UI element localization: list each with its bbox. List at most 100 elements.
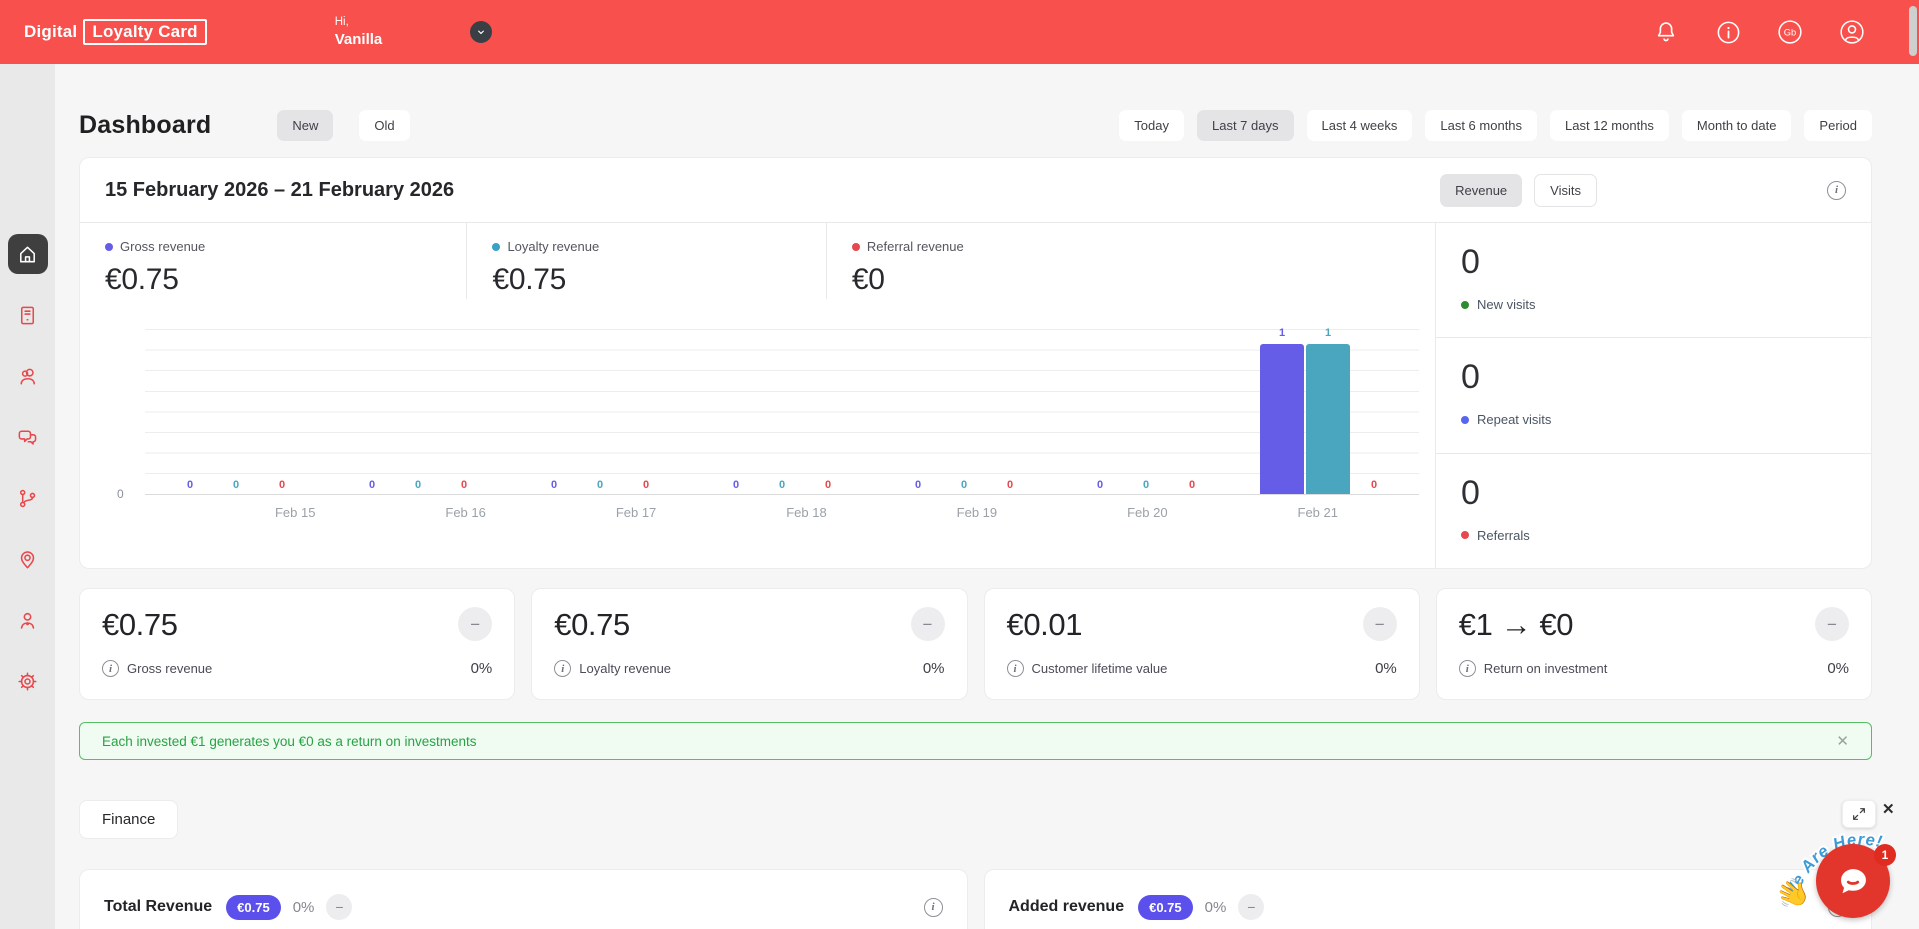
chat-close-icon[interactable]: ✕ bbox=[1882, 801, 1895, 818]
legend-value: €0.75 bbox=[492, 263, 567, 296]
sidebar-item-customers[interactable] bbox=[8, 356, 48, 396]
stat-dot-icon bbox=[1461, 415, 1469, 424]
legend-item: Gross revenue €0.75 bbox=[80, 223, 466, 299]
visit-stat-value: 0 bbox=[1461, 473, 1480, 512]
kpi-label: Return on investment bbox=[1483, 661, 1608, 676]
zero-value-label: 0 bbox=[778, 479, 786, 491]
zero-value-label: 0 bbox=[914, 479, 922, 491]
tab-finance[interactable]: Finance bbox=[79, 800, 179, 839]
period-period[interactable]: Period bbox=[1804, 109, 1872, 141]
language-gb-icon: Gb bbox=[1778, 20, 1802, 44]
sidebar-item-settings[interactable] bbox=[8, 661, 48, 701]
kpi-label: Customer lifetime value bbox=[1031, 661, 1168, 676]
kpi-info-icon[interactable] bbox=[102, 660, 119, 677]
bar-value-label: 1 bbox=[1324, 327, 1332, 339]
legend-dot-icon bbox=[105, 242, 113, 251]
chevron-down-icon bbox=[478, 30, 485, 35]
kpi-card: €0.75 Gross revenue 0% bbox=[79, 588, 516, 700]
x-axis-tick: Feb 19 bbox=[956, 505, 998, 520]
x-axis-tick: Feb 20 bbox=[1127, 505, 1168, 520]
view-toggle-new[interactable]: New bbox=[277, 109, 334, 141]
collapse-button[interactable] bbox=[1362, 607, 1397, 641]
zero-value-label: 0 bbox=[732, 479, 740, 491]
feedback-icon bbox=[18, 430, 37, 445]
kpi-info-icon[interactable] bbox=[1458, 660, 1476, 677]
chart-day-column: 0 0 0 bbox=[1055, 329, 1237, 494]
collapse-button[interactable] bbox=[910, 607, 945, 641]
collapse-button[interactable] bbox=[326, 894, 353, 920]
chart-info-icon[interactable] bbox=[1827, 180, 1846, 200]
zero-value-label: 0 bbox=[550, 479, 558, 491]
kpi-value: €1 → €0 bbox=[1458, 607, 1574, 642]
help-button[interactable] bbox=[1713, 17, 1743, 47]
chart-mode-revenue[interactable]: Revenue bbox=[1440, 173, 1523, 207]
kpi-value: €0.01 bbox=[1006, 607, 1083, 642]
sidebar-item-staff[interactable] bbox=[8, 600, 48, 640]
sidebar bbox=[0, 64, 55, 929]
bar-chart-plot: 0 0 0 0 0 0 0 0 0 0 0 0 0 0 0 0 0 0 0 1 1 0 bbox=[117, 327, 1419, 501]
period-today[interactable]: Today bbox=[1119, 109, 1184, 141]
chart-legend: Gross revenue €0.75 Loyalty revenue €0.75 Re… bbox=[80, 223, 1435, 299]
period-last-4-weeks[interactable]: Last 4 weeks bbox=[1306, 109, 1413, 141]
chart-day-column: 0 0 0 bbox=[145, 329, 327, 494]
view-toggle-old[interactable]: Old bbox=[359, 109, 410, 141]
logo-word: Digital bbox=[24, 22, 78, 41]
loyalty-card-icon bbox=[20, 306, 35, 324]
kpi-card: €0.01 Customer lifetime value 0% bbox=[983, 588, 1420, 700]
y-axis-tick: 0 bbox=[117, 487, 124, 501]
kpi-value: €0.75 bbox=[102, 607, 178, 642]
zero-value-label: 0 bbox=[460, 479, 468, 491]
visit-stat: 0 Repeat visits bbox=[1436, 337, 1871, 452]
chart-day-column: 0 0 0 bbox=[873, 329, 1055, 494]
chart-mode-visits[interactable]: Visits bbox=[1534, 173, 1597, 207]
scrollbar-thumb[interactable] bbox=[1909, 6, 1917, 56]
period-last-6-months[interactable]: Last 6 months bbox=[1425, 109, 1538, 141]
chart-mode-toggle: Revenue Visits bbox=[1440, 173, 1597, 207]
x-axis-tick: Feb 16 bbox=[445, 505, 486, 520]
x-axis-tick: Feb 18 bbox=[786, 505, 827, 520]
period-month-to-date[interactable]: Month to date bbox=[1681, 109, 1792, 141]
period-filter: Today Last 7 days Last 4 weeks Last 6 month… bbox=[1119, 109, 1872, 141]
home-icon bbox=[20, 246, 35, 262]
collapse-button[interactable] bbox=[458, 607, 493, 641]
revenue-chart-card: 15 February 2026 – 21 February 2026 Reve… bbox=[79, 157, 1872, 569]
sidebar-item-loyalty-card[interactable] bbox=[8, 295, 48, 335]
account-menu-chevron[interactable] bbox=[470, 21, 493, 43]
kpi-percent: 0% bbox=[1827, 660, 1849, 677]
sidebar-item-referrals[interactable] bbox=[8, 478, 48, 518]
settings-icon bbox=[18, 671, 37, 691]
collapse-button[interactable] bbox=[1238, 894, 1265, 920]
zero-value-label: 0 bbox=[1188, 479, 1196, 491]
profile-button[interactable] bbox=[1837, 17, 1867, 47]
legend-dot-icon bbox=[851, 242, 860, 251]
chart-day-column: 0 0 0 bbox=[691, 329, 873, 494]
logo-box: Loyalty Card bbox=[83, 19, 207, 45]
alert-close-icon[interactable] bbox=[1836, 732, 1849, 750]
chat-expand-button[interactable] bbox=[1842, 800, 1876, 828]
period-last-12-months[interactable]: Last 12 months bbox=[1550, 109, 1669, 141]
zero-value-label: 0 bbox=[596, 479, 604, 491]
period-last-7-days[interactable]: Last 7 days bbox=[1197, 109, 1294, 141]
kpi-label: Gross revenue bbox=[127, 661, 213, 676]
roi-alert: Each invested €1 generates you €0 as a r… bbox=[79, 722, 1872, 760]
legend-item: Loyalty revenue €0.75 bbox=[466, 223, 825, 299]
notifications-button[interactable] bbox=[1651, 17, 1681, 47]
finance-info-icon[interactable] bbox=[923, 897, 943, 917]
roi-alert-text: Each invested €1 generates you €0 as a r… bbox=[102, 733, 477, 749]
kpi-info-icon[interactable] bbox=[554, 660, 572, 677]
info-icon bbox=[1717, 21, 1739, 43]
sidebar-item-home[interactable] bbox=[7, 234, 48, 274]
chart-zone: Gross revenue €0.75 Loyalty revenue €0.75 Re… bbox=[80, 223, 1435, 568]
percent-label: 0% bbox=[1204, 898, 1227, 916]
collapse-button[interactable] bbox=[1815, 607, 1849, 641]
language-button[interactable]: Gb bbox=[1775, 17, 1805, 47]
sidebar-item-locations[interactable] bbox=[8, 539, 48, 579]
kpi-percent: 0% bbox=[922, 660, 945, 677]
legend-value: €0 bbox=[851, 263, 885, 296]
kpi-info-icon[interactable] bbox=[1006, 660, 1024, 677]
sidebar-item-feedback[interactable] bbox=[8, 417, 48, 457]
chat-bubble-icon bbox=[1841, 869, 1866, 894]
chart-day-column: 1 1 0 bbox=[1237, 327, 1419, 494]
zero-value-label: 0 bbox=[824, 479, 832, 491]
visit-stat-value: 0 bbox=[1461, 243, 1480, 281]
